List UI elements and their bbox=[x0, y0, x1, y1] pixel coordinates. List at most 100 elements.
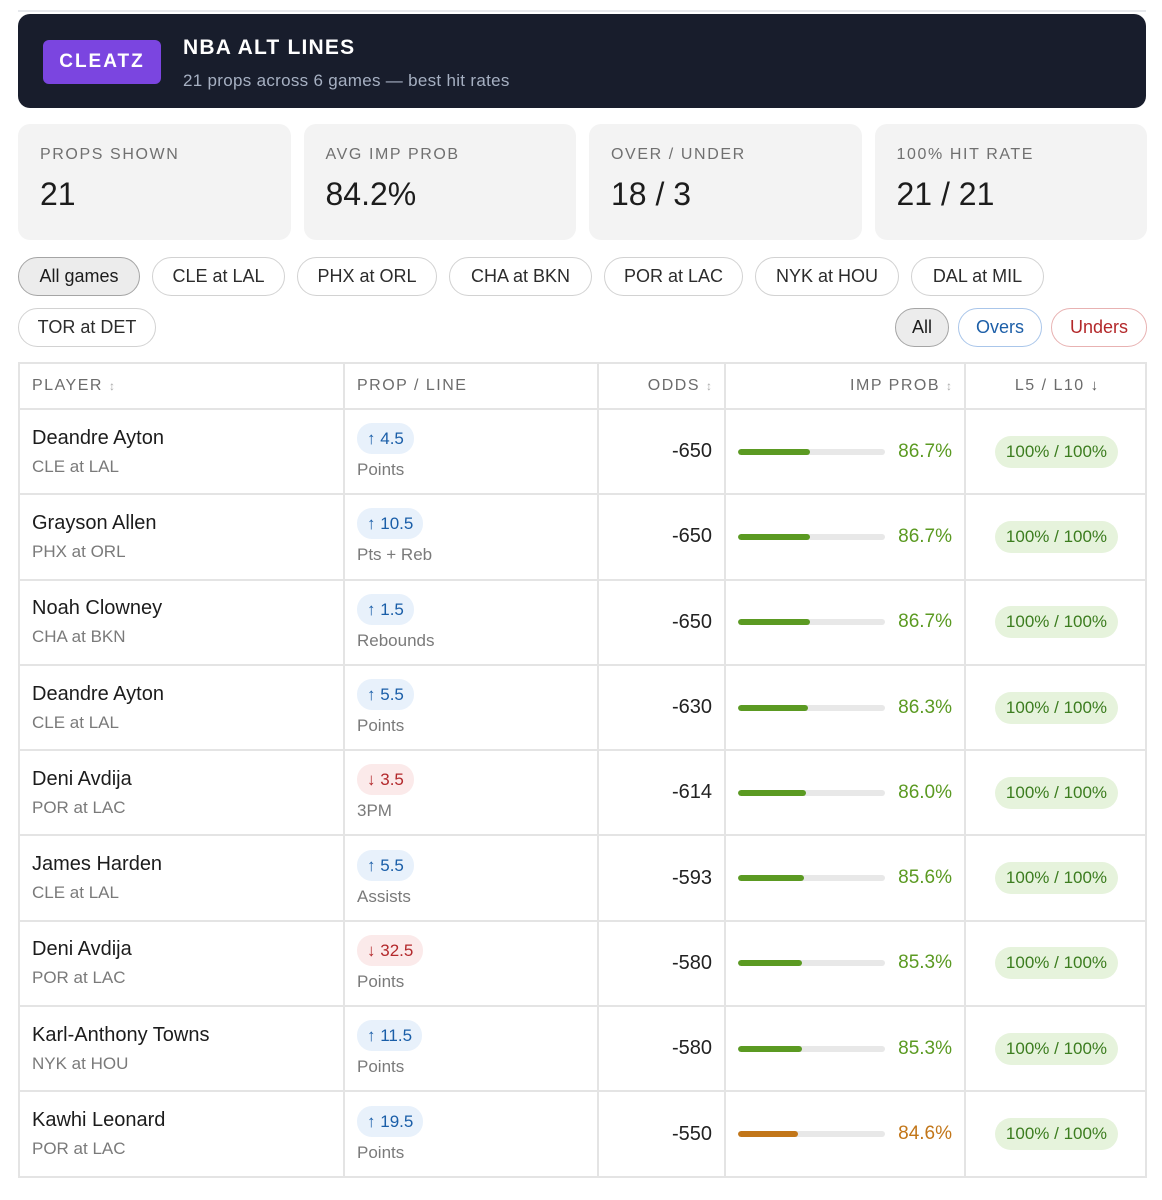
prop-line-cell: ↑ 5.5 Points bbox=[344, 664, 599, 752]
player-name[interactable]: Noah Clowney bbox=[32, 597, 163, 620]
prob-bar-track bbox=[738, 704, 885, 711]
line-value: 11.5 bbox=[380, 1026, 413, 1046]
table-row[interactable]: Deni Avdija POR at LAC ↓ 3.5 3PM -614 86.0% 10… bbox=[20, 750, 1147, 837]
filter-por-at-lac[interactable]: POR at LAC bbox=[604, 257, 743, 296]
prob-bar-track bbox=[738, 1131, 885, 1138]
stat-card-over-under: OVER / UNDER 18 / 3 bbox=[589, 124, 862, 240]
arrow-up-icon: ↑ bbox=[367, 855, 376, 875]
prob-bar-track bbox=[738, 533, 885, 540]
table-row[interactable]: James Harden CLE at LAL ↑ 5.5 Assists -593 85… bbox=[20, 835, 1147, 922]
table-header-row: PLAYER ↕ PROP / LINE ODDS ↕ IMP PROB ↕ L5 /… bbox=[20, 364, 1147, 410]
prob-bar-track bbox=[738, 789, 885, 796]
line-value: 3.5 bbox=[380, 770, 404, 790]
player-cell: Kawhi Leonard POR at LAC bbox=[20, 1091, 345, 1178]
filter-cha-at-bkn[interactable]: CHA at BKN bbox=[449, 257, 592, 296]
player-name[interactable]: James Harden bbox=[32, 853, 163, 876]
table-row[interactable]: Deni Avdija POR at LAC ↓ 32.5 Points -580 85.… bbox=[20, 920, 1147, 1008]
prop-line-cell: ↑ 19.5 Points bbox=[344, 1091, 599, 1178]
prop-type: Points bbox=[357, 1142, 405, 1162]
hit-rate-cell: 100% / 100% bbox=[965, 1006, 1147, 1093]
table-row[interactable]: Karl-Anthony Towns NYK at HOU ↑ 11.5 Points… bbox=[20, 1006, 1147, 1093]
col-header-label: L5 / L10 bbox=[1014, 377, 1085, 394]
app-header: CLEATZ NBA ALT LINES 21 props across 6 g… bbox=[18, 14, 1146, 108]
prop-line-cell: ↑ 1.5 Rebounds bbox=[344, 579, 599, 666]
prop-type: Rebounds bbox=[357, 630, 435, 650]
player-game: POR at LAC bbox=[32, 968, 126, 988]
arrow-down-icon: ↓ bbox=[367, 940, 376, 960]
imp-prob-cell: 84.6% bbox=[725, 1091, 966, 1178]
line-badge: ↑ 5.5 bbox=[357, 849, 414, 881]
stat-card-props-shown: PROPS SHOWN 21 bbox=[18, 124, 291, 240]
imp-prob-cell: 85.3% bbox=[725, 1006, 966, 1093]
imp-prob-cell: 86.0% bbox=[725, 750, 966, 837]
table-row[interactable]: Grayson Allen PHX at ORL ↑ 10.5 Pts + Reb -6… bbox=[20, 494, 1147, 581]
prob-bar-fill bbox=[738, 1045, 802, 1052]
line-badge: ↓ 3.5 bbox=[357, 764, 414, 796]
filter-phx-at-orl[interactable]: PHX at ORL bbox=[297, 257, 437, 296]
prop-type: Points bbox=[357, 1057, 405, 1077]
hit-rate-badge: 100% / 100% bbox=[994, 1032, 1119, 1065]
prob-value: 85.3% bbox=[898, 952, 952, 974]
player-name[interactable]: Deandre Ayton bbox=[32, 426, 164, 449]
odds-cell: -580 bbox=[598, 1006, 726, 1093]
stats-row: PROPS SHOWN 21 AVG IMP PROB 84.2% OVER /… bbox=[18, 124, 1147, 240]
filter-direction-overs[interactable]: Overs bbox=[958, 308, 1042, 347]
prop-line-cell: ↑ 10.5 Pts + Reb bbox=[344, 494, 599, 581]
hit-rate-badge: 100% / 100% bbox=[994, 1118, 1119, 1151]
col-header-odds[interactable]: ODDS ↕ bbox=[598, 364, 726, 410]
player-name[interactable]: Deandre Ayton bbox=[32, 682, 164, 705]
hit-rate-badge: 100% / 100% bbox=[994, 520, 1119, 553]
stat-label: OVER / UNDER bbox=[611, 146, 746, 163]
player-cell: Karl-Anthony Towns NYK at HOU bbox=[20, 1006, 345, 1093]
line-badge: ↑ 1.5 bbox=[357, 593, 414, 625]
cleatz-logo[interactable]: CLEATZ bbox=[43, 40, 161, 84]
stat-label: 100% HIT RATE bbox=[896, 146, 1035, 163]
hit-rate-cell: 100% / 100% bbox=[965, 920, 1147, 1008]
prob-bar-fill bbox=[738, 960, 802, 967]
hit-rate-badge: 100% / 100% bbox=[994, 776, 1119, 809]
prob-bar-fill bbox=[738, 789, 806, 796]
table-row[interactable]: Kawhi Leonard POR at LAC ↑ 19.5 Points -550 8… bbox=[20, 1091, 1147, 1178]
player-name[interactable]: Deni Avdija bbox=[32, 938, 132, 961]
col-header-player[interactable]: PLAYER ↕ bbox=[20, 364, 345, 410]
col-header-label: PROP / LINE bbox=[357, 377, 468, 394]
table-row[interactable]: Noah Clowney CHA at BKN ↑ 1.5 Rebounds -650 8… bbox=[20, 579, 1147, 666]
stat-value: 18 / 3 bbox=[611, 176, 692, 212]
filter-direction-unders[interactable]: Unders bbox=[1051, 308, 1147, 347]
odds-cell: -614 bbox=[598, 750, 726, 837]
odds-cell: -630 bbox=[598, 664, 726, 752]
player-name[interactable]: Kawhi Leonard bbox=[32, 1109, 166, 1132]
filter-dal-at-mil[interactable]: DAL at MIL bbox=[911, 257, 1044, 296]
player-name[interactable]: Deni Avdija bbox=[32, 767, 132, 790]
arrow-up-icon: ↑ bbox=[367, 1111, 376, 1131]
line-value: 5.5 bbox=[380, 855, 404, 875]
col-header-imp-prob[interactable]: IMP PROB ↕ bbox=[725, 364, 966, 410]
prob-value: 86.7% bbox=[898, 611, 952, 633]
prop-line-cell: ↓ 32.5 Points bbox=[344, 920, 599, 1008]
hit-rate-cell: 100% / 100% bbox=[965, 494, 1147, 581]
arrow-up-icon: ↑ bbox=[367, 429, 376, 449]
filter-tor-at-det[interactable]: TOR at DET bbox=[18, 308, 156, 347]
prob-bar-fill bbox=[738, 875, 804, 882]
imp-prob-cell: 86.7% bbox=[725, 494, 966, 581]
player-name[interactable]: Karl-Anthony Towns bbox=[32, 1023, 210, 1046]
table-row[interactable]: Deandre Ayton CLE at LAL ↑ 4.5 Points -650 86… bbox=[20, 409, 1147, 496]
player-cell: Noah Clowney CHA at BKN bbox=[20, 579, 345, 666]
filter-all-games[interactable]: All games bbox=[18, 257, 140, 296]
col-header-label: PLAYER bbox=[32, 377, 103, 394]
filter-nyk-at-hou[interactable]: NYK at HOU bbox=[755, 257, 899, 296]
filter-cle-at-lal[interactable]: CLE at LAL bbox=[152, 257, 285, 296]
player-game: NYK at HOU bbox=[32, 1053, 129, 1073]
imp-prob-cell: 86.7% bbox=[725, 579, 966, 666]
filter-direction-all[interactable]: All bbox=[895, 308, 949, 347]
stat-value: 21 / 21 bbox=[896, 176, 995, 212]
sort-icon: ↕ bbox=[946, 379, 952, 393]
player-cell: James Harden CLE at LAL bbox=[20, 835, 345, 922]
hit-rate-cell: 100% / 100% bbox=[965, 409, 1147, 496]
stat-card-hit-rate: 100% HIT RATE 21 / 21 bbox=[874, 124, 1147, 240]
col-header-l5-l10[interactable]: L5 / L10 ↓ bbox=[965, 364, 1147, 410]
prob-bar-fill bbox=[738, 1131, 798, 1138]
table-row[interactable]: Deandre Ayton CLE at LAL ↑ 5.5 Points -630 86… bbox=[20, 664, 1147, 752]
player-name[interactable]: Grayson Allen bbox=[32, 511, 157, 534]
odds-cell: -550 bbox=[598, 1091, 726, 1178]
